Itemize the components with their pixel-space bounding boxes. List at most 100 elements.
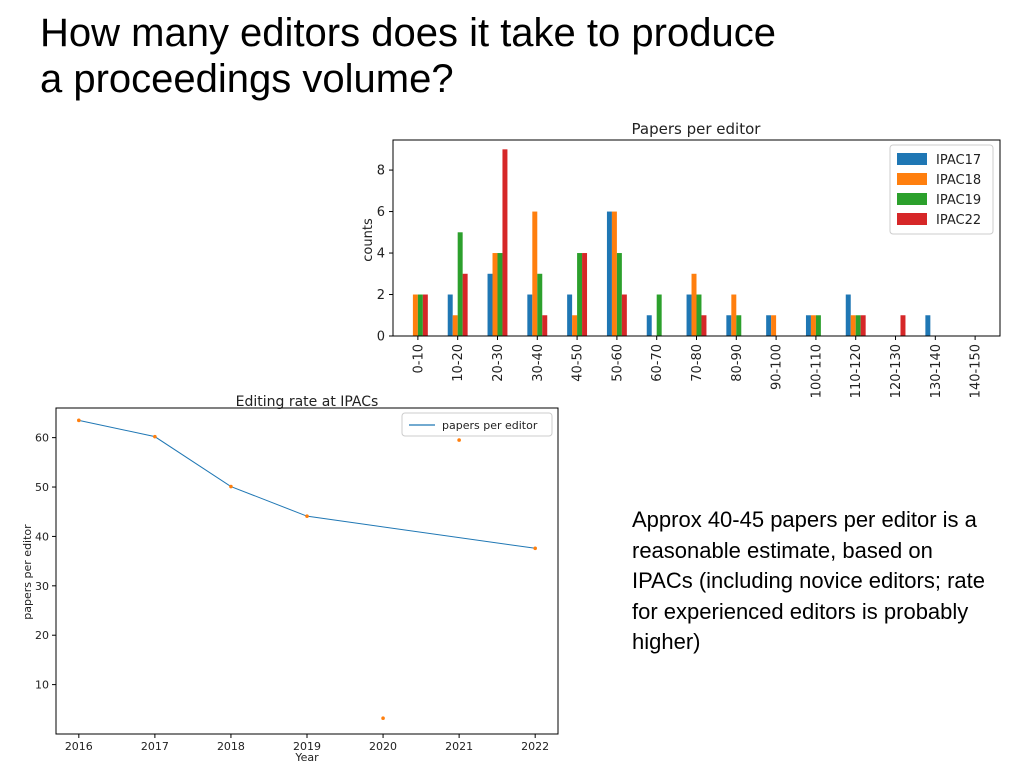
bar-ipac18 <box>771 315 777 336</box>
line-y-tick-label: 50 <box>35 481 49 494</box>
bar-ipac22 <box>900 315 906 336</box>
line-data-point <box>153 434 157 439</box>
bar-ipac22 <box>422 294 428 336</box>
bar-ipac22 <box>860 315 866 336</box>
bar-x-tick-label: 60-70 <box>650 344 665 382</box>
bar-x-tick-label: 40-50 <box>571 344 586 382</box>
bar-ipac22 <box>542 315 548 336</box>
bar-chart-y-label: counts <box>361 218 376 262</box>
bar-legend-swatch <box>897 193 927 205</box>
line-data-point <box>305 514 309 518</box>
bar-ipac22 <box>502 149 508 336</box>
bar-ipac17 <box>805 315 811 336</box>
bar-chart-legend: IPAC17 IPAC18 IPAC19 IPAC22 <box>889 144 994 235</box>
editing-rate-chart: Editing rate at IPACs papers per editor … <box>21 394 559 764</box>
line-y-tick-label: 40 <box>35 530 49 543</box>
slide-title: How many editors does it take to produce… <box>40 11 776 101</box>
bar-ipac17 <box>686 294 692 336</box>
bar-x-tick-label: 10-20 <box>451 344 466 382</box>
bar-ipac22 <box>701 315 707 336</box>
estimate-note: Approx 40-45 papers per editor is a reas… <box>632 507 985 654</box>
bar-chart-title: Papers per editor <box>632 120 762 138</box>
bar-y-tick-label: 2 <box>377 288 385 303</box>
bar-ipac18 <box>850 315 856 336</box>
line-data-point <box>457 438 461 442</box>
bar-ipac22 <box>621 294 627 336</box>
bar-ipac17 <box>726 315 732 336</box>
bar-x-tick-label: 70-80 <box>690 344 705 382</box>
bar-ipac19 <box>696 294 702 336</box>
bar-ipac18 <box>691 273 697 336</box>
bar-ipac18 <box>611 211 617 336</box>
bar-x-tick-label: 30-40 <box>531 344 546 382</box>
bar-legend-label: IPAC18 <box>936 173 981 188</box>
bar-ipac18 <box>452 315 458 336</box>
bar-legend-box <box>889 144 994 235</box>
bar-ipac18 <box>572 315 578 336</box>
line-data-point <box>533 546 537 551</box>
bar-ipac19 <box>616 253 622 336</box>
bar-ipac17 <box>527 294 533 336</box>
line-y-tick-label: 20 <box>35 629 49 642</box>
bar-ipac19 <box>577 253 583 336</box>
bar-ipac22 <box>582 253 588 336</box>
bar-x-tick-label: 0-10 <box>411 344 426 374</box>
bar-plot-frame <box>392 139 1001 337</box>
line-chart-legend: papers per editor <box>401 412 553 437</box>
bar-ipac19 <box>417 294 423 336</box>
bar-ipac19 <box>736 315 742 336</box>
bar-x-tick-label: 110-120 <box>849 344 864 398</box>
bar-legend-label: IPAC19 <box>936 193 981 208</box>
line-legend-box <box>401 412 553 437</box>
line-x-tick-label: 2019 <box>293 740 321 753</box>
bar-ipac17 <box>606 211 612 336</box>
bar-ipac19 <box>815 315 821 336</box>
line-y-tick-label: 30 <box>35 580 49 593</box>
bar-ipac17 <box>567 294 573 336</box>
bar-x-tick-label: 90-100 <box>770 344 785 390</box>
bar-x-tick-label: 20-30 <box>491 344 506 382</box>
line-x-tick-label: 2021 <box>445 740 473 753</box>
line-x-tick-label: 2016 <box>65 740 93 753</box>
bar-ipac19 <box>497 253 503 336</box>
bar-ipac17 <box>646 315 652 336</box>
bar-y-tick-label: 0 <box>377 330 385 345</box>
bar-ipac19 <box>855 315 861 336</box>
bar-ipac17 <box>925 315 931 336</box>
papers-per-editor-chart: Papers per editor counts 0 2 4 6 8 0-10 10-20… <box>361 120 1001 398</box>
line-data-point <box>381 716 385 720</box>
bar-legend-label: IPAC17 <box>936 153 981 168</box>
line-x-tick-label: 2022 <box>521 740 549 753</box>
bar-ipac22 <box>462 273 468 336</box>
line-chart-title: Editing rate at IPACs <box>236 394 379 410</box>
bar-x-tick-label: 120-130 <box>889 344 904 398</box>
bar-ipac19 <box>537 273 543 336</box>
bar-x-tick-label: 100-110 <box>809 344 824 398</box>
line-chart-y-label: papers per editor <box>21 524 34 620</box>
line-data-point <box>77 418 81 423</box>
bar-x-tick-label: 140-150 <box>969 344 984 398</box>
bar-ipac18 <box>532 211 538 336</box>
bar-ipac19 <box>457 232 463 336</box>
line-x-tick-label: 2018 <box>217 740 245 753</box>
bar-ipac18 <box>810 315 816 336</box>
bar-y-tick-label: 4 <box>377 247 385 262</box>
line-plot-frame <box>55 407 559 735</box>
bar-ipac18 <box>412 294 418 336</box>
line-x-tick-label: 2017 <box>141 740 169 753</box>
bar-ipac18 <box>492 253 498 336</box>
bar-ipac17 <box>845 294 851 336</box>
bar-ipac18 <box>731 294 737 336</box>
line-y-tick-label: 10 <box>35 679 49 692</box>
bar-y-tick-label: 6 <box>377 205 385 220</box>
bar-y-tick-label: 8 <box>377 164 385 179</box>
bar-x-tick-label: 130-140 <box>929 344 944 398</box>
line-data-point <box>229 484 233 489</box>
bar-legend-label: IPAC22 <box>936 213 981 228</box>
bar-legend-swatch <box>897 173 927 185</box>
line-chart-x-label: Year <box>294 751 319 764</box>
line-legend-label: papers per editor <box>442 419 538 432</box>
line-y-tick-label: 60 <box>35 432 49 445</box>
line-series-papers-per-editor <box>78 419 536 549</box>
bar-ipac17 <box>447 294 453 336</box>
